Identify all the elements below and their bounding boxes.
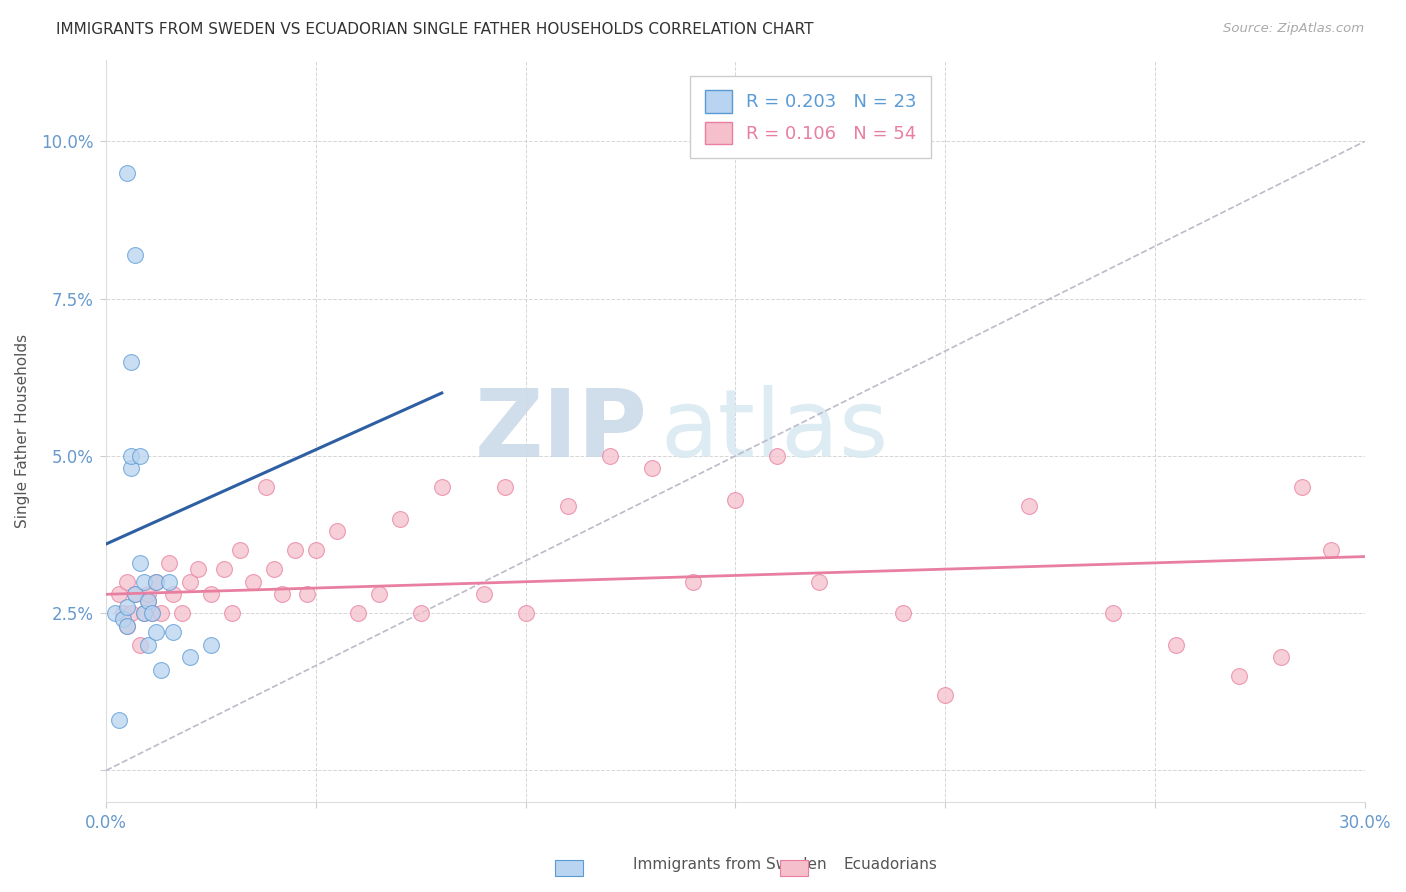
Point: [136, 638, 159, 652]
Point: [124, 247, 146, 261]
Point: [891, 606, 914, 620]
Point: [221, 606, 243, 620]
Point: [1164, 638, 1187, 652]
Point: [263, 562, 285, 576]
Point: [115, 619, 138, 633]
Point: [284, 543, 307, 558]
Point: [120, 461, 142, 475]
Text: ZIP: ZIP: [474, 384, 647, 476]
Point: [1270, 650, 1292, 665]
Text: atlas: atlas: [659, 384, 889, 476]
Point: [724, 492, 747, 507]
Point: [162, 625, 184, 640]
Point: [145, 574, 167, 589]
Point: [115, 599, 138, 614]
Point: [1102, 606, 1125, 620]
Text: Immigrants from Sweden: Immigrants from Sweden: [633, 857, 827, 872]
Point: [162, 587, 184, 601]
Point: [934, 688, 956, 702]
Point: [145, 574, 167, 589]
Point: [187, 562, 209, 576]
Legend: R = 0.203   N = 23, R = 0.106   N = 54: R = 0.203 N = 23, R = 0.106 N = 54: [690, 76, 931, 158]
Point: [145, 625, 167, 640]
Point: [212, 562, 235, 576]
Point: [136, 587, 159, 601]
Point: [170, 606, 193, 620]
Point: [120, 354, 142, 368]
Point: [808, 574, 831, 589]
Point: [388, 512, 411, 526]
Point: [128, 449, 150, 463]
Point: [149, 663, 172, 677]
Point: [472, 587, 495, 601]
Point: [271, 587, 294, 601]
Point: [115, 574, 138, 589]
Point: [128, 638, 150, 652]
Point: [149, 606, 172, 620]
Point: [179, 650, 201, 665]
Point: [120, 606, 142, 620]
Point: [682, 574, 704, 589]
Point: [107, 713, 129, 727]
Point: [136, 593, 159, 607]
Y-axis label: Single Father Households: Single Father Households: [15, 334, 30, 528]
Point: [124, 587, 146, 601]
Point: [141, 606, 163, 620]
Point: [157, 556, 180, 570]
Point: [326, 524, 349, 539]
Point: [1291, 480, 1313, 494]
Point: [179, 574, 201, 589]
Point: [254, 480, 277, 494]
Point: [347, 606, 370, 620]
Point: [111, 612, 134, 626]
Point: [132, 574, 155, 589]
Point: [640, 461, 662, 475]
Point: [103, 606, 125, 620]
Point: [111, 606, 134, 620]
Point: [242, 574, 264, 589]
Point: [515, 606, 537, 620]
Point: [128, 556, 150, 570]
Point: [124, 587, 146, 601]
Point: [1320, 543, 1343, 558]
Point: [367, 587, 389, 601]
Text: Ecuadorians: Ecuadorians: [844, 857, 938, 872]
Point: [409, 606, 432, 620]
Point: [305, 543, 328, 558]
Point: [1227, 669, 1250, 683]
Point: [430, 480, 453, 494]
Point: [115, 619, 138, 633]
Point: [136, 593, 159, 607]
Point: [297, 587, 319, 601]
Point: [229, 543, 252, 558]
Point: [141, 606, 163, 620]
Point: [599, 449, 621, 463]
Point: [1018, 500, 1040, 514]
Text: IMMIGRANTS FROM SWEDEN VS ECUADORIAN SINGLE FATHER HOUSEHOLDS CORRELATION CHART: IMMIGRANTS FROM SWEDEN VS ECUADORIAN SIN…: [56, 22, 814, 37]
Point: [200, 587, 222, 601]
Point: [157, 574, 180, 589]
Text: Source: ZipAtlas.com: Source: ZipAtlas.com: [1223, 22, 1364, 36]
Point: [132, 606, 155, 620]
Point: [766, 449, 789, 463]
Point: [200, 638, 222, 652]
Point: [107, 587, 129, 601]
Point: [494, 480, 516, 494]
Point: [115, 166, 138, 180]
Point: [132, 606, 155, 620]
Point: [557, 500, 579, 514]
Point: [120, 449, 142, 463]
